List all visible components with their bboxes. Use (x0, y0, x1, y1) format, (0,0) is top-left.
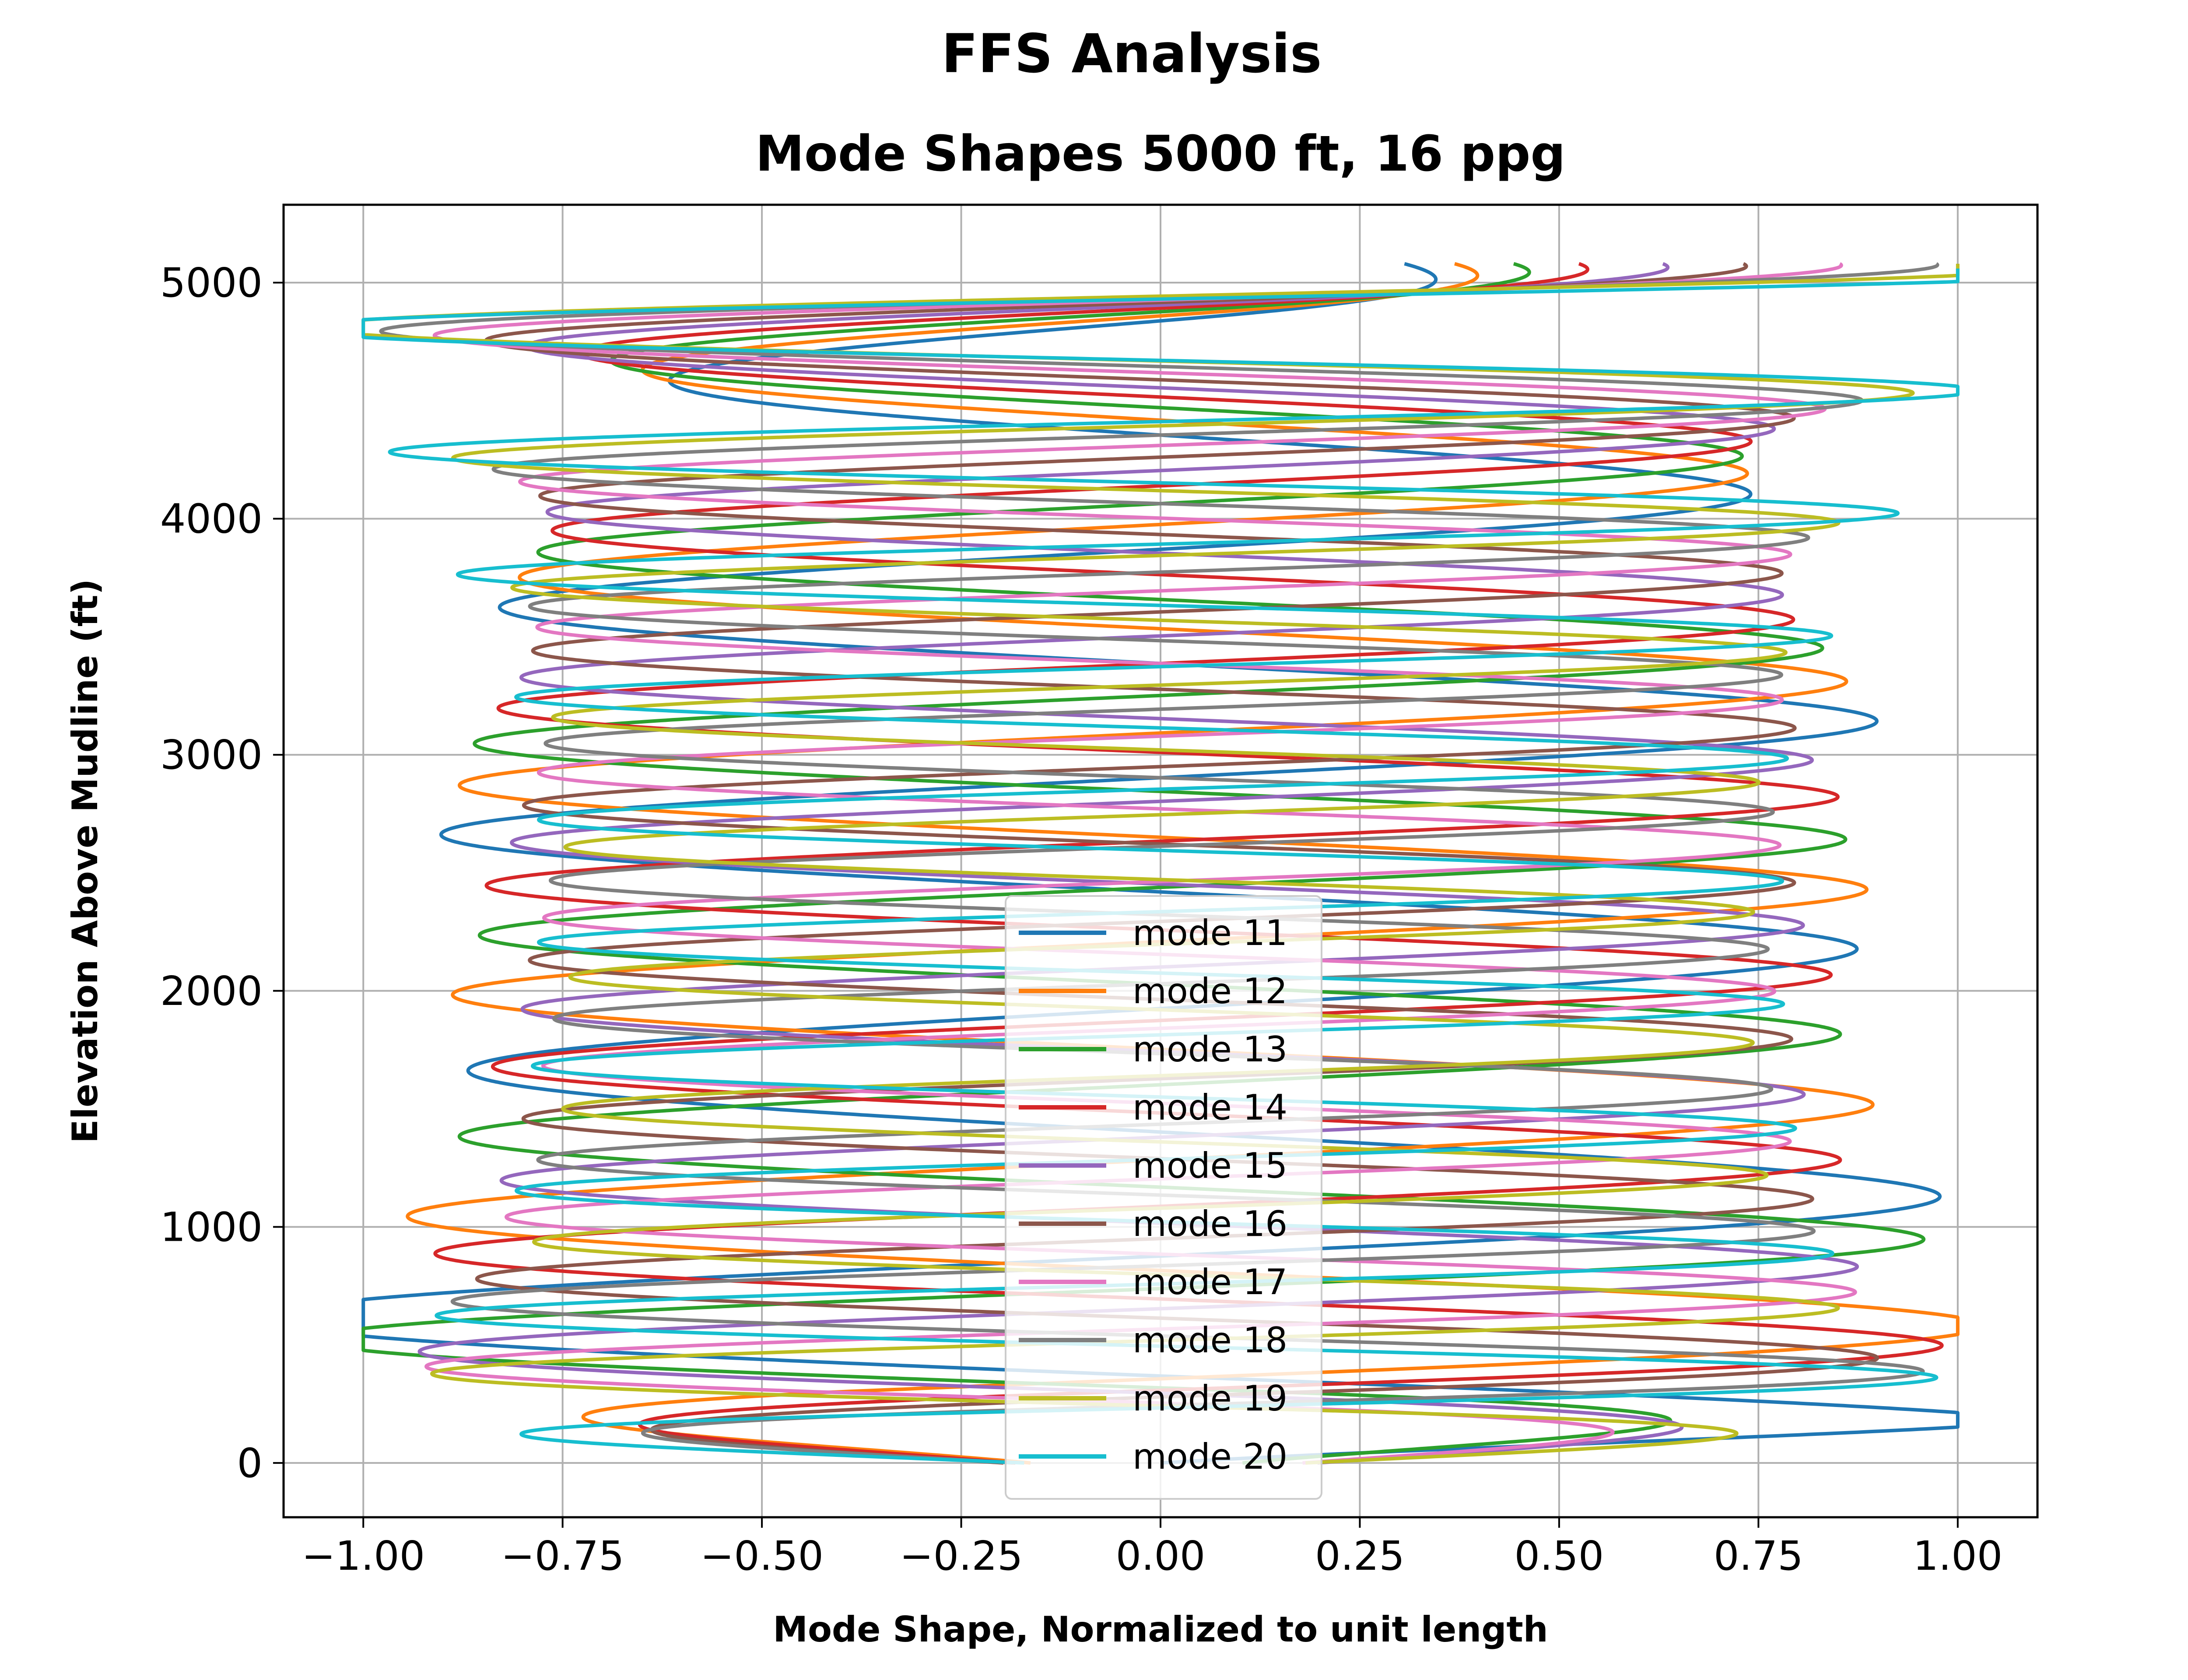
series-line-mode-17 (424, 262, 1857, 1465)
legend-entry: mode 12 (1133, 971, 1287, 1012)
legend: mode 11 mode 12 mode 13 mode 14 mode 15 mode … (1005, 895, 1322, 1500)
y-tick-label: 0 (237, 1440, 263, 1487)
axis-ticks: −1.00 −0.75 −0.50 −0.25 0.00 0.25 0.50 0.75 1.00… (160, 259, 2002, 1579)
x-tick-label: 1.00 (1913, 1533, 2002, 1579)
series-line-mode-19 (361, 262, 1960, 1465)
legend-entry: mode 13 (1133, 1029, 1287, 1070)
x-tick-label: 0.25 (1315, 1533, 1405, 1579)
y-tick-label: 3000 (160, 732, 263, 778)
x-tick-label: 0.75 (1714, 1533, 1803, 1579)
legend-entry: mode 16 (1133, 1204, 1287, 1244)
legend-entry: mode 17 (1133, 1262, 1287, 1302)
x-tick-label: 0.50 (1514, 1533, 1604, 1579)
x-tick-label: −0.50 (700, 1533, 824, 1579)
x-axis-label: Mode Shape, Normalized to unit length (773, 1609, 1548, 1650)
series-lines (361, 262, 1960, 1465)
legend-entry: mode 20 (1133, 1436, 1287, 1477)
legend-entry: mode 19 (1133, 1378, 1287, 1419)
y-tick-label: 1000 (160, 1204, 263, 1250)
legend-entry: mode 18 (1133, 1320, 1287, 1361)
y-tick-label: 4000 (160, 496, 263, 542)
x-tick-label: −1.00 (302, 1533, 425, 1579)
x-tick-label: 0.00 (1116, 1533, 1206, 1579)
y-axis-label: Elevation Above Mudline (ft) (65, 579, 105, 1143)
legend-box (1005, 895, 1322, 1500)
y-tick-label: 2000 (160, 968, 263, 1015)
x-tick-label: −0.25 (900, 1533, 1023, 1579)
series-line-mode-20 (361, 267, 1960, 1465)
series-line-mode-13 (361, 262, 1926, 1465)
chart-suptitle: FFS Analysis (941, 23, 1322, 85)
x-tick-label: −0.75 (501, 1533, 624, 1579)
y-tick-label: 5000 (160, 259, 263, 306)
legend-entry: mode 14 (1133, 1087, 1287, 1128)
chart-title: Mode Shapes 5000 ft, 16 ppg (755, 126, 1565, 182)
legend-entry: mode 15 (1133, 1145, 1287, 1186)
legend-entry: mode 11 (1133, 913, 1287, 953)
